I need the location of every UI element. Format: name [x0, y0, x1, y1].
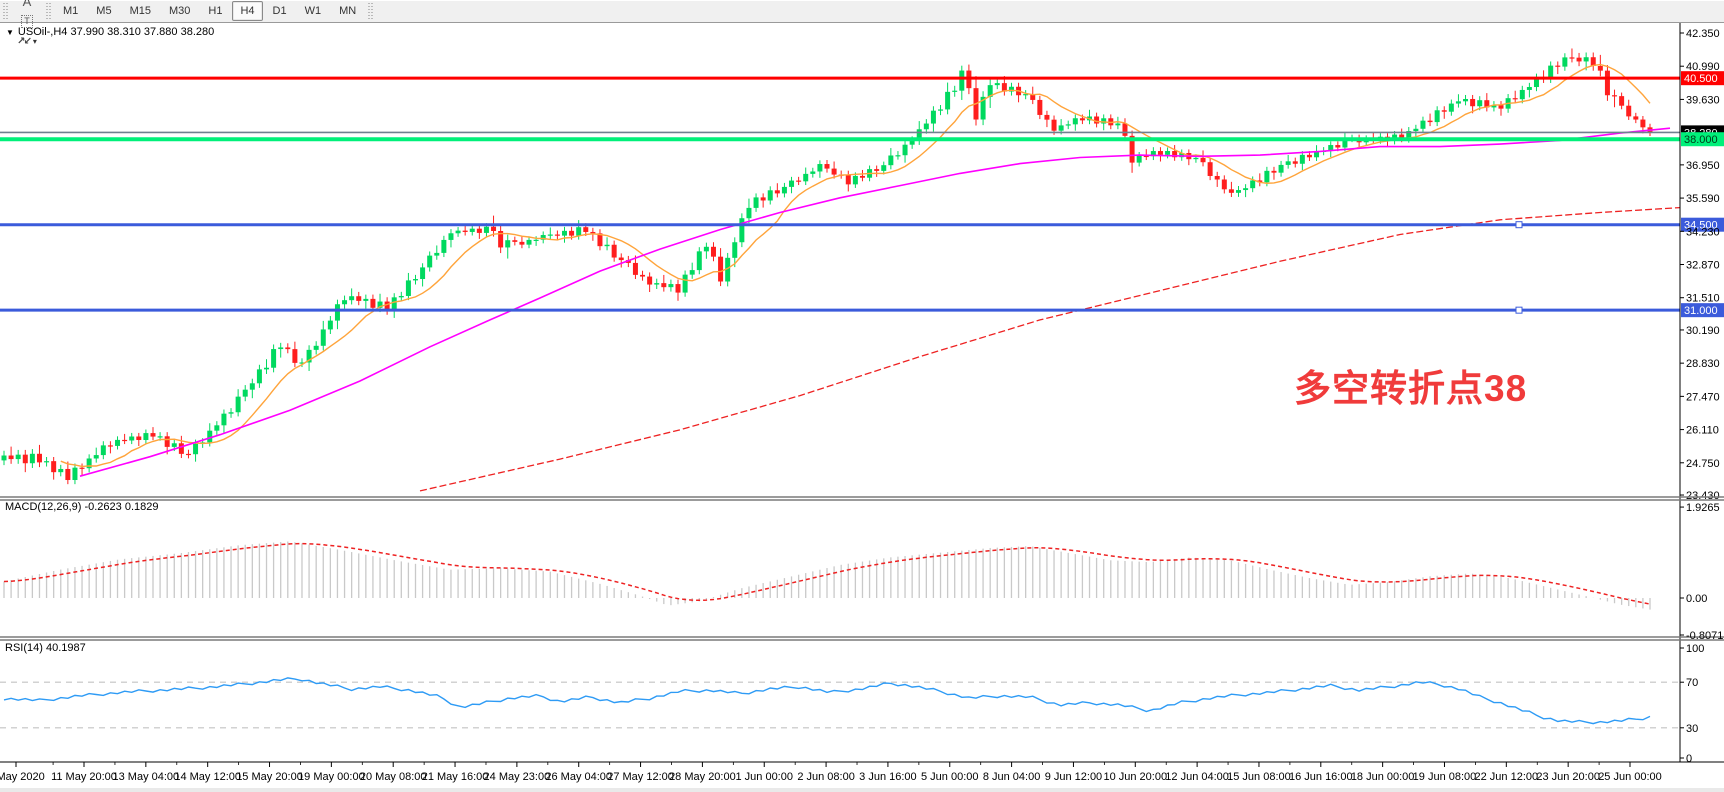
price-line-label[interactable]: [1681, 217, 1724, 232]
arrows-icon: ↗↙: [17, 35, 32, 47]
time-axis-label: 1 Jun 00:00: [735, 771, 793, 783]
rsi-indicator-label: RSI(14) 40.1987: [5, 642, 86, 654]
candlestick-series: [1, 48, 1653, 485]
time-axis-label: 14 May 12:00: [174, 771, 241, 783]
time-axis-label: 24 May 23:00: [484, 771, 551, 783]
macd-panel: [3, 541, 1651, 610]
rsi-tick-label: 0: [1686, 753, 1692, 765]
time-axis-label: 10 Jun 20:00: [1103, 771, 1167, 783]
text-tool-button[interactable]: A: [12, 0, 42, 11]
text-label-tool-button[interactable]: T: [12, 11, 42, 31]
toolbar-grip[interactable]: [367, 3, 375, 19]
time-axis-label: 20 May 08:00: [360, 771, 427, 783]
time-axis-label: 19 May 00:00: [298, 771, 365, 783]
price-tick-label: 30.190: [1686, 325, 1720, 337]
price-tick-label: 28.830: [1686, 358, 1720, 370]
time-axis-label: 27 May 12:00: [607, 771, 674, 783]
svg-text:34.500: 34.500: [1684, 220, 1718, 232]
price-tick-label: 36.950: [1686, 160, 1720, 172]
timeframe-button-D1[interactable]: D1: [272, 5, 287, 17]
arrows-tool-button[interactable]: ↗↙ ▾: [12, 31, 42, 51]
timeframe-button-M15[interactable]: M15: [129, 5, 151, 17]
price-tick-label: 42.350: [1686, 28, 1720, 40]
time-axis-label: 11 May 20:00: [51, 771, 117, 783]
time-axis-label: 26 May 04:00: [545, 771, 612, 783]
line-drag-handle[interactable]: [1515, 221, 1523, 229]
time-axis-label: 8 Jun 04:00: [983, 771, 1041, 783]
time-axis-label: 8 May 2020: [0, 771, 45, 783]
text-label-icon: T: [21, 14, 33, 28]
price-tick-label: 35.590: [1686, 193, 1720, 205]
ma-mid-line: [79, 127, 1671, 477]
timeframe-button-H4[interactable]: H4: [232, 1, 263, 21]
time-axis-label: 16 Jun 16:00: [1289, 771, 1353, 783]
rsi-tick-label: 100: [1686, 643, 1704, 655]
svg-text:31.000: 31.000: [1684, 305, 1718, 317]
symbol-dropdown-icon[interactable]: ▼: [6, 28, 14, 37]
svg-text:40.500: 40.500: [1684, 73, 1718, 85]
price-tick-label: 26.110: [1686, 425, 1719, 437]
macd-signal-line: [3, 542, 1651, 605]
ma-slow-line: [419, 206, 1681, 492]
chart-symbol-header: ▼ USOil-,H4 37.990 38.310 37.880 38.280: [6, 26, 214, 38]
time-axis-label: 28 May 20:00: [669, 771, 736, 783]
toolbar-grip[interactable]: [45, 3, 52, 19]
ma-fast-line: [60, 63, 1651, 468]
chevron-down-icon[interactable]: ▾: [32, 36, 37, 46]
timeframe-button-M1[interactable]: M1: [63, 5, 79, 17]
price-tick-label: 32.870: [1686, 260, 1720, 272]
time-axis-label: 22 Jun 12:00: [1475, 771, 1539, 783]
time-axis-label: 19 Jun 08:00: [1413, 771, 1477, 783]
macd-indicator-label: MACD(12,26,9) -0.2623 0.1829: [5, 501, 159, 513]
time-axis-label: 15 Jun 08:00: [1227, 771, 1291, 783]
timeframe-button-M30[interactable]: M30: [168, 5, 191, 17]
macd-tick-label: 1.9265: [1686, 502, 1720, 514]
time-axis-label: 13 May 04:00: [113, 771, 180, 783]
rsi-tick-label: 70: [1686, 677, 1698, 689]
price-line-label[interactable]: [1681, 71, 1724, 86]
price-axis[interactable]: 42.350 40.990 39.630 36.950 35.590 34.230 32.8…: [1679, 22, 1720, 762]
chart-annotation-text[interactable]: 多空转折点38: [1294, 368, 1528, 409]
svg-text:38.000: 38.000: [1684, 134, 1718, 146]
text-icon: A: [22, 0, 32, 9]
price-line-label[interactable]: [1681, 132, 1724, 147]
timeframe-button-M5[interactable]: M5: [96, 5, 112, 17]
time-axis-label: 25 Jun 00:00: [1598, 771, 1662, 783]
price-tick-label: 24.750: [1686, 458, 1720, 470]
macd-tick-label: -0.8071: [1686, 630, 1723, 642]
timeframe-button-H1[interactable]: H1: [208, 5, 223, 17]
price-tick-label: 39.630: [1686, 94, 1720, 106]
time-axis-label: 18 Jun 00:00: [1351, 771, 1415, 783]
time-axis-label: 5 Jun 00:00: [921, 771, 979, 783]
price-tick-label: 40.990: [1686, 61, 1720, 73]
toolbar-grip[interactable]: [2, 3, 9, 19]
rsi-line: [3, 677, 1651, 725]
price-tick-label: 34.230: [1686, 226, 1720, 238]
time-axis-label: 2 Jun 08:00: [797, 771, 855, 783]
timeframe-button-MN[interactable]: MN: [339, 5, 357, 17]
time-axis-label: 21 May 16:00: [422, 771, 489, 783]
macd-tick-label: 0.00: [1686, 593, 1707, 605]
price-tick-label: 27.470: [1686, 391, 1720, 403]
time-axis-label: 12 Jun 04:00: [1165, 771, 1229, 783]
price-tick-label: 23.430: [1686, 490, 1720, 502]
price-line-label[interactable]: [1681, 303, 1724, 318]
symbol-ohlc-text: USOil-,H4 37.990 38.310 37.880 38.280: [17, 26, 215, 38]
time-axis-label: 3 Jun 16:00: [859, 771, 917, 783]
timeframe-button-W1[interactable]: W1: [304, 5, 322, 17]
line-drag-handle[interactable]: [1515, 306, 1523, 314]
time-axis-label: 9 Jun 12:00: [1045, 771, 1103, 783]
time-axis-label: 15 May 20:00: [236, 771, 303, 783]
price-tick-label: 31.510: [1686, 293, 1720, 305]
bottom-strip: [0, 788, 1724, 792]
rsi-tick-label: 30: [1686, 723, 1698, 735]
time-axis-label: 23 Jun 20:00: [1536, 771, 1600, 783]
